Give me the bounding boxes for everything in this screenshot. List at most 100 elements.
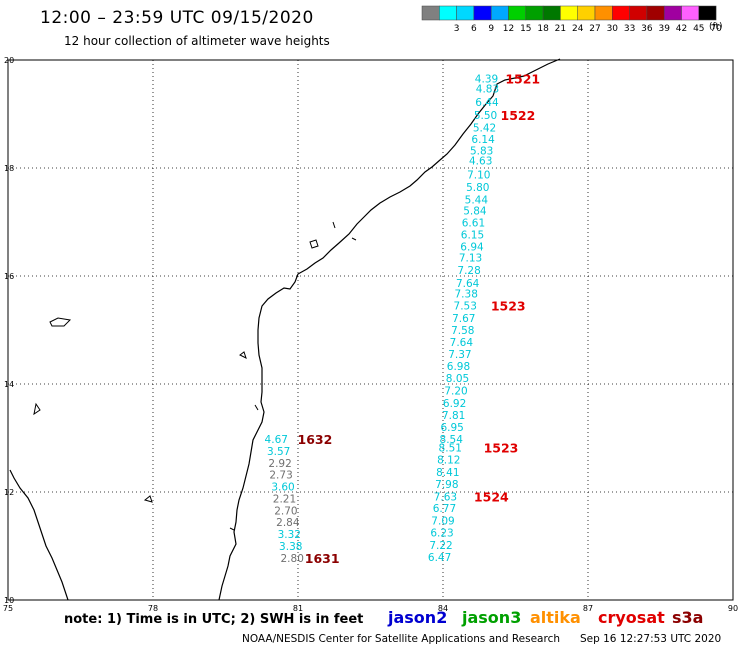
wave-height-value: 7.38 <box>455 288 478 300</box>
color-bar-tick-label: 70 <box>710 24 722 34</box>
wave-height-value: 6.98 <box>447 361 470 373</box>
color-bar-tick-label: 9 <box>488 24 494 34</box>
map-frame <box>7 59 734 601</box>
wave-height-value: 8.51 <box>439 443 462 455</box>
wave-height-value: 2.84 <box>276 517 300 529</box>
footer-note: note: 1) Time is in UTC; 2) SWH is in fe… <box>64 612 364 627</box>
wave-height-value: 7.13 <box>459 253 482 265</box>
legend-sat-jason3: jason3 <box>462 608 522 627</box>
pass-time-label: 1521 <box>505 71 540 86</box>
wave-height-value: 7.37 <box>448 349 471 361</box>
pass-time-labels: 1521 1522 1523 1523 1524 1632 1631 <box>298 71 541 566</box>
color-bar: 3 6 9 12 15 18 21 24 27 30 33 36 39 42 45 70 <box>421 5 722 34</box>
credit-timestamp: Sep 16 12:27:53 UTC 2020 <box>580 633 722 645</box>
lon-tick-label: 75 <box>3 604 13 613</box>
wave-height-value: 2.70 <box>274 505 297 517</box>
coastline-west <box>9 469 69 601</box>
wave-height-value: 4.83 <box>476 84 499 96</box>
altimeter-track-values: 4.394.836.445.505.426.145.834.63 7.105.80… <box>265 73 500 565</box>
page-title: 12:00 – 23:59 UTC 09/15/2020 <box>40 8 314 28</box>
lat-tick-label: 20 <box>4 56 14 65</box>
color-bar-tick-label: 6 <box>471 24 477 34</box>
wave-height-value: 7.10 <box>467 169 490 181</box>
axis-tick-labels: 75 78 81 84 87 90 20 18 16 14 12 10 <box>3 56 738 613</box>
wave-height-value: 6.23 <box>430 528 453 540</box>
lat-tick-label: 16 <box>4 272 14 281</box>
wave-height-value: 6.47 <box>428 552 451 564</box>
wave-height-value: 6.77 <box>433 503 456 515</box>
wave-height-value: 7.67 <box>452 313 475 325</box>
wave-height-value: 8.05 <box>446 373 469 385</box>
wave-height-value: 5.42 <box>473 123 496 135</box>
wave-height-value: 6.15 <box>461 229 484 241</box>
pass-time-label: 1523 <box>491 299 526 314</box>
lon-tick-label: 90 <box>728 604 738 613</box>
wave-height-value: 7.09 <box>431 516 454 528</box>
pass-time-label: 1524 <box>474 489 509 504</box>
pass-time-label: 1522 <box>501 108 536 123</box>
page-subtitle: 12 hour collection of altimeter wave hei… <box>64 34 330 48</box>
wave-height-value: 7.63 <box>434 491 457 503</box>
legend-sat-jason2: jason2 <box>388 608 448 627</box>
color-bar-tick-label: 18 <box>537 24 549 34</box>
lat-tick-label: 14 <box>4 380 14 389</box>
color-bar-tick-label: 33 <box>624 24 635 34</box>
wave-height-value: 7.58 <box>451 325 474 337</box>
coastline <box>218 58 561 601</box>
wave-height-value: 3.38 <box>279 541 302 553</box>
lat-tick-label: 12 <box>4 488 14 497</box>
grid-lines <box>8 60 733 600</box>
legend-sat-s3a: s3a <box>672 608 704 627</box>
pass-time-label: 1523 <box>484 441 519 456</box>
island-feature <box>33 221 357 531</box>
wave-height-value: 7.28 <box>457 265 480 277</box>
wave-height-value: 5.50 <box>474 110 497 122</box>
credit-agency: NOAA/NESDIS Center for Satellite Applica… <box>242 633 560 645</box>
color-bar-tick-label: 42 <box>676 24 687 34</box>
color-bar-tick-label: 27 <box>589 24 600 34</box>
wave-height-value: 6.94 <box>460 241 484 253</box>
wave-height-value: 8.41 <box>436 467 459 479</box>
wave-height-value: 7.64 <box>456 278 480 290</box>
color-bar-tick-label: 12 <box>503 24 514 34</box>
legend-sat-cryosat: cryosat <box>598 608 665 627</box>
wave-height-value: 2.73 <box>269 470 292 482</box>
wave-height-value: 4.39 <box>475 73 498 85</box>
color-bar-unit: (ft) <box>709 22 723 32</box>
wave-height-value: 5.44 <box>465 194 489 206</box>
wave-height-value: 7.20 <box>444 385 467 397</box>
wave-height-value: 2.80 <box>281 553 304 565</box>
color-bar-tick-label: 21 <box>555 24 566 34</box>
color-bar-tick-label: 45 <box>693 24 704 34</box>
wave-height-value: 3.57 <box>267 446 290 458</box>
wave-height-value: 8.54 <box>440 434 464 446</box>
wave-height-value: 2.92 <box>268 458 291 470</box>
lon-tick-label: 87 <box>583 604 593 613</box>
legend-sat-altika: altika <box>530 608 581 627</box>
wave-height-value: 4.63 <box>469 155 492 167</box>
wave-height-value: 8.12 <box>437 455 460 467</box>
color-bar-tick-label: 39 <box>658 24 670 34</box>
wave-height-value: 7.64 <box>450 337 474 349</box>
wave-height-map[interactable]: 75 78 81 84 87 90 20 18 16 14 12 10 4.394.836.445.5… <box>0 0 740 620</box>
wave-height-value: 6.92 <box>443 398 466 410</box>
wave-height-value: 3.32 <box>278 529 301 541</box>
lon-tick-label: 78 <box>148 604 158 613</box>
color-bar-tick-label: 15 <box>520 24 531 34</box>
wave-height-value: 2.21 <box>273 493 296 505</box>
lat-tick-label: 10 <box>4 596 14 605</box>
color-bar-tick-label: 24 <box>572 24 584 34</box>
wave-height-value: 4.67 <box>265 434 288 446</box>
color-bar-tick-label: 3 <box>454 24 460 34</box>
wave-height-value: 7.98 <box>435 479 458 491</box>
pass-time-label: 1632 <box>298 432 333 447</box>
wave-height-value: 6.61 <box>462 218 485 230</box>
lon-tick-label: 84 <box>438 604 448 613</box>
color-bar-tick-label: 30 <box>607 24 619 34</box>
color-bar-tick-label: 36 <box>641 24 653 34</box>
lat-tick-label: 18 <box>4 164 14 173</box>
pass-time-label: 1631 <box>305 551 340 566</box>
wave-height-value: 7.22 <box>429 540 452 552</box>
lon-tick-label: 81 <box>293 604 303 613</box>
wave-height-value: 7.81 <box>442 410 465 422</box>
